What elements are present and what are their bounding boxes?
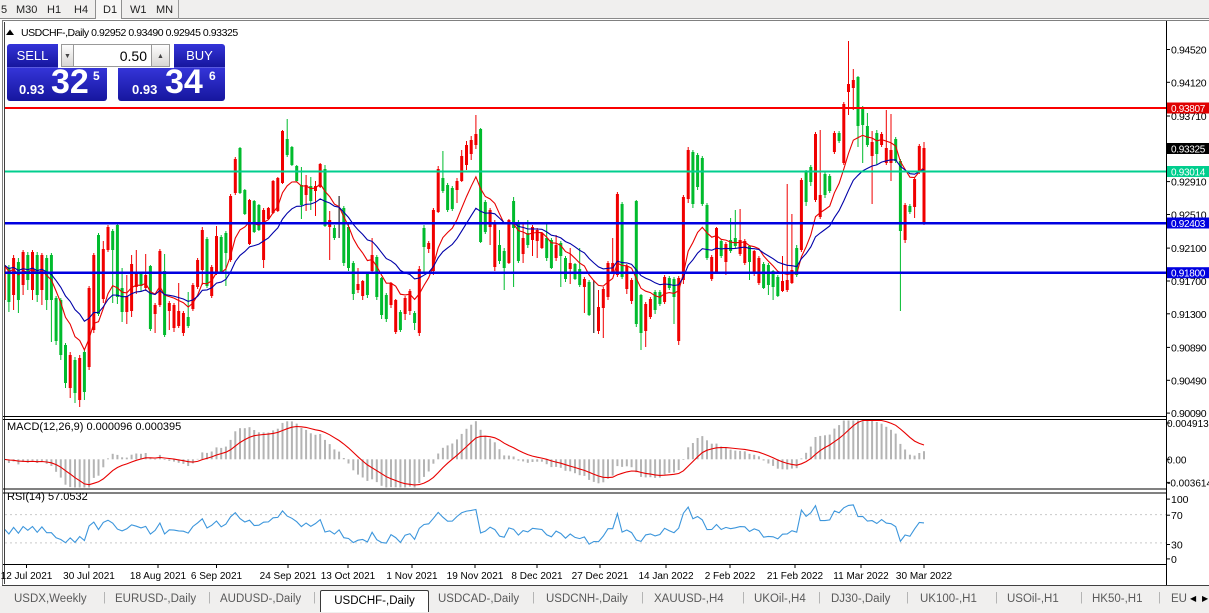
svg-text:0.00: 0.00: [1167, 455, 1187, 466]
svg-text:0.94520: 0.94520: [1171, 45, 1207, 57]
svg-text:RSI(14) 57.0532: RSI(14) 57.0532: [7, 491, 88, 503]
svg-text:100: 100: [1171, 494, 1189, 506]
svg-text:0.004913: 0.004913: [1167, 419, 1209, 430]
svg-text:8 Dec 2021: 8 Dec 2021: [511, 571, 563, 582]
svg-text:18 Aug 2021: 18 Aug 2021: [130, 571, 187, 582]
svg-text:2 Feb 2022: 2 Feb 2022: [705, 571, 756, 582]
svg-text:0.93710: 0.93710: [1171, 111, 1207, 123]
svg-text:6 Sep 2021: 6 Sep 2021: [191, 571, 243, 582]
svg-text:70: 70: [1171, 510, 1183, 522]
svg-text:0: 0: [1171, 554, 1177, 566]
svg-text:MACD(12,26,9) 0.000096 0.00039: MACD(12,26,9) 0.000096 0.000395: [7, 421, 181, 433]
svg-text:24 Sep 2021: 24 Sep 2021: [260, 571, 317, 582]
svg-text:13 Oct 2021: 13 Oct 2021: [321, 571, 376, 582]
svg-text:30 Mar 2022: 30 Mar 2022: [896, 571, 953, 582]
svg-text:-0.003614: -0.003614: [1167, 478, 1209, 489]
svg-text:0.93014: 0.93014: [1171, 168, 1206, 179]
svg-text:0.90490: 0.90490: [1171, 375, 1207, 387]
svg-text:0.91800: 0.91800: [1171, 269, 1206, 280]
svg-text:0.92910: 0.92910: [1171, 177, 1207, 189]
svg-text:0.92100: 0.92100: [1171, 243, 1207, 255]
svg-text:1 Nov 2021: 1 Nov 2021: [386, 571, 438, 582]
svg-text:30 Jul 2021: 30 Jul 2021: [63, 571, 115, 582]
svg-text:0.90890: 0.90890: [1171, 342, 1207, 354]
svg-text:0.93325: 0.93325: [1171, 145, 1206, 156]
svg-text:14 Jan 2022: 14 Jan 2022: [638, 571, 693, 582]
svg-text:0.90090: 0.90090: [1171, 408, 1207, 420]
svg-text:0.91300: 0.91300: [1171, 309, 1207, 321]
svg-text:21 Feb 2022: 21 Feb 2022: [767, 571, 824, 582]
svg-text:USDCHF-,Daily 0.92952 0.93490: USDCHF-,Daily 0.92952 0.93490 0.92945 0.…: [21, 27, 238, 39]
svg-text:27 Dec 2021: 27 Dec 2021: [572, 571, 629, 582]
svg-text:30: 30: [1171, 540, 1183, 552]
svg-text:0.94120: 0.94120: [1171, 77, 1207, 89]
svg-text:0.92403: 0.92403: [1171, 219, 1206, 230]
svg-text:0.93807: 0.93807: [1171, 104, 1206, 115]
svg-text:19 Nov 2021: 19 Nov 2021: [447, 571, 504, 582]
svg-text:0.91700: 0.91700: [1171, 276, 1207, 288]
svg-text:11 Mar 2022: 11 Mar 2022: [833, 571, 889, 582]
svg-text:12 Jul 2021: 12 Jul 2021: [1, 571, 53, 582]
